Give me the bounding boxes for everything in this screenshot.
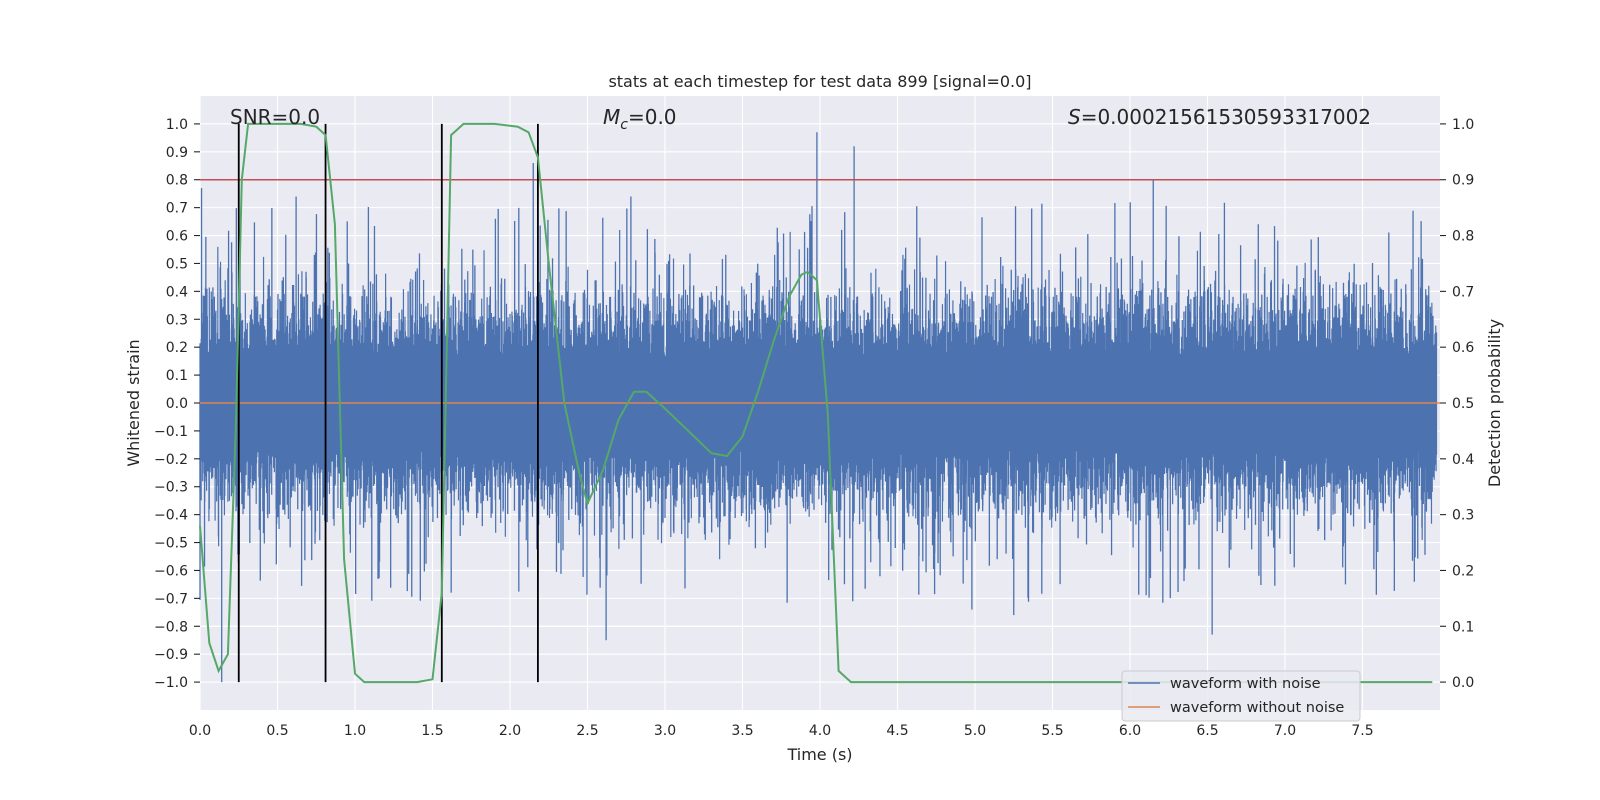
mc-value: =0.0 [628, 105, 677, 129]
x-tick-label: 4.0 [809, 723, 831, 739]
x-tick-label: 1.5 [421, 723, 443, 739]
x-tick-label: 7.5 [1351, 723, 1373, 739]
x-tick-label: 3.5 [731, 723, 753, 739]
y-tick-label: −0.5 [154, 536, 188, 552]
y2-tick-label: 0.0 [1452, 675, 1474, 691]
s-annotation: S=0.00021561530593317002 [1068, 105, 1371, 129]
x-tick-label: 6.5 [1196, 723, 1218, 739]
x-tick-label: 2.5 [576, 723, 598, 739]
y-tick-label: 0.5 [166, 256, 188, 272]
y2-axis-label: Detection probability [1485, 319, 1504, 487]
y-axis-label: Whitened strain [124, 339, 143, 466]
y-tick-label: 0.6 [166, 229, 188, 245]
y2-tick-label: 0.6 [1452, 340, 1474, 356]
legend-entry-noise: waveform with noise [1170, 676, 1321, 692]
noise-spikes [199, 132, 1430, 683]
y-tick-label: 0.9 [166, 145, 188, 161]
x-tick-label: 1.0 [344, 723, 366, 739]
s-symbol: S [1068, 105, 1081, 129]
y-tick-label: 0.7 [166, 201, 188, 217]
x-axis-label: Time (s) [786, 745, 852, 764]
y2-tick-label: 0.2 [1452, 563, 1474, 579]
legend: waveform with noise waveform without noi… [1121, 670, 1361, 722]
y2-tick-label: 0.9 [1452, 173, 1474, 189]
y2-tick-label: 0.7 [1452, 284, 1474, 300]
y-tick-label: −0.7 [154, 591, 188, 607]
y-tick-label: 0.8 [166, 173, 188, 189]
y-tick-label: 0.0 [166, 396, 188, 412]
x-tick-label: 6.0 [1119, 723, 1141, 739]
y2-tick-label: 1.0 [1452, 117, 1474, 133]
y-tick-label: 0.4 [166, 284, 188, 300]
detection-probability-line [199, 122, 1433, 684]
y-tick-label: −0.8 [154, 619, 188, 635]
x-tick-label: 2.0 [499, 723, 521, 739]
y2-axis-ticks: 1.0 0.9 0.8 0.7 0.6 0.5 0.4 0.3 0.2 0.1 0.0 [1440, 117, 1474, 691]
y-axis-ticks: 1.0 0.9 0.8 0.7 0.6 0.5 0.4 0.3 0.2 0.1 0.0 −0.1 −0.… [154, 117, 200, 691]
x-tick-label: 3.0 [654, 723, 676, 739]
y-tick-label: −0.9 [154, 647, 188, 663]
y-tick-label: −0.1 [154, 424, 188, 440]
y2-tick-label: 0.4 [1452, 452, 1474, 468]
y2-tick-label: 0.5 [1452, 396, 1474, 412]
y-tick-label: 1.0 [166, 117, 188, 133]
legend-entry-clean: waveform without noise [1170, 700, 1344, 716]
y-tick-label: −0.2 [154, 452, 188, 468]
y-tick-label: 0.2 [166, 340, 188, 356]
y2-tick-label: 0.3 [1452, 508, 1474, 524]
chart-title: stats at each timestep for test data 899… [608, 72, 1031, 91]
y2-tick-label: 0.1 [1452, 619, 1474, 635]
mc-subscript: c [620, 117, 628, 133]
x-axis-ticks: 0.0 0.5 1.0 1.5 2.0 2.5 3.0 3.5 4.0 4.5 5.0 5.5 6.0 6… [189, 723, 1374, 739]
legend-box [1121, 670, 1361, 722]
mc-symbol: M [603, 105, 620, 129]
waveform-with-noise [199, 132, 1438, 683]
x-tick-label: 7.0 [1274, 723, 1296, 739]
s-value: =0.00021561530593317002 [1081, 105, 1371, 129]
y-tick-label: 0.1 [166, 368, 188, 384]
y-tick-label: −0.6 [154, 563, 188, 579]
y-tick-label: −0.4 [154, 508, 188, 524]
x-tick-label: 0.0 [189, 723, 211, 739]
y2-tick-label: 0.8 [1452, 229, 1474, 245]
snr-annotation: SNR=0.0 [230, 105, 320, 129]
x-tick-label: 0.5 [266, 723, 288, 739]
y-tick-label: −1.0 [154, 675, 188, 691]
x-tick-label: 5.5 [1041, 723, 1063, 739]
x-tick-label: 4.5 [886, 723, 908, 739]
mc-annotation: Mc=0.0 [603, 105, 677, 133]
y-tick-label: 0.3 [166, 312, 188, 328]
x-tick-label: 5.0 [964, 723, 986, 739]
y-tick-label: −0.3 [154, 480, 188, 496]
